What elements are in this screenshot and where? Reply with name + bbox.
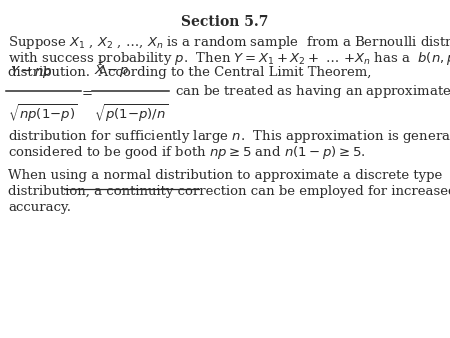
Text: $Y - np$: $Y - np$ (10, 65, 53, 80)
Text: distribution for sufficiently large $n$.  This approximation is generally: distribution for sufficiently large $n$.… (8, 128, 450, 145)
Text: Suppose $X_1$ , $X_2$ , …, $X_n$ is a random sample  from a Bernoulli distributi: Suppose $X_1$ , $X_2$ , …, $X_n$ is a ra… (8, 34, 450, 51)
Text: $=$: $=$ (79, 85, 94, 98)
Text: $\sqrt{p(1{-}p)/n}$: $\sqrt{p(1{-}p)/n}$ (94, 102, 169, 124)
Text: When using a normal distribution to approximate a discrete type: When using a normal distribution to appr… (8, 169, 442, 182)
Text: distribution.  According to the Central Limit Theorem,: distribution. According to the Central L… (8, 66, 372, 78)
Text: with success probability $p$.  Then $Y = X_1 + X_2 + $ … $ + X_n$ has a  $b(n, p: with success probability $p$. Then $Y = … (8, 50, 450, 67)
Text: accuracy.: accuracy. (8, 201, 71, 214)
Text: Section 5.7: Section 5.7 (181, 15, 269, 29)
Text: distribution, a continuity correction can be employed for increased: distribution, a continuity correction ca… (8, 185, 450, 198)
Text: $\bar{X} - p$: $\bar{X} - p$ (94, 62, 130, 80)
Text: considered to be good if both $np \geq 5$ and $n(1 - p) \geq 5$.: considered to be good if both $np \geq 5… (8, 144, 366, 161)
Text: can be treated as having an approximate $N(0, 1)$: can be treated as having an approximate … (175, 83, 450, 100)
Text: $\sqrt{np(1{-}p)}$: $\sqrt{np(1{-}p)}$ (8, 102, 78, 124)
